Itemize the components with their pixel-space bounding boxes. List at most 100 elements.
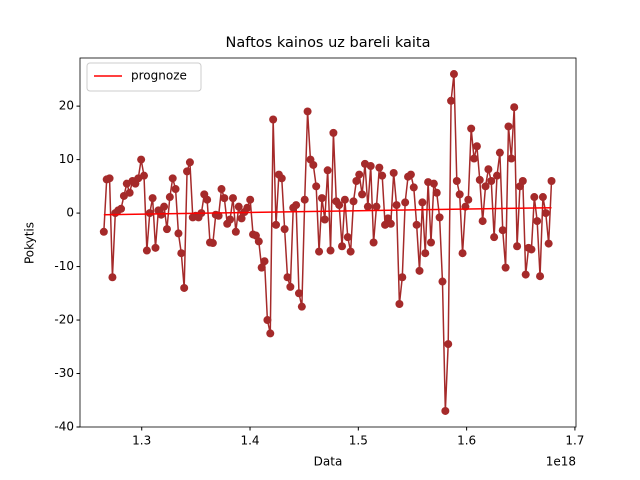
data-point xyxy=(343,233,352,242)
data-point xyxy=(426,238,435,247)
data-point xyxy=(294,289,303,298)
y-tick-label: 10 xyxy=(59,152,74,166)
data-point xyxy=(183,167,192,176)
x-tick-label: 1.5 xyxy=(349,434,368,448)
data-point xyxy=(429,179,438,188)
data-point xyxy=(484,165,493,174)
data-point xyxy=(478,217,487,226)
data-point xyxy=(320,215,329,224)
data-point xyxy=(458,249,467,258)
data-point xyxy=(148,194,157,203)
data-point xyxy=(185,158,194,167)
data-point xyxy=(421,249,430,258)
data-point xyxy=(312,182,321,191)
data-point xyxy=(177,249,186,258)
data-point xyxy=(338,242,347,251)
y-tick-label: -40 xyxy=(54,420,74,434)
data-point xyxy=(475,175,484,184)
data-point xyxy=(481,182,490,191)
data-point xyxy=(530,193,539,202)
legend-label: prognoze xyxy=(131,69,187,83)
data-point xyxy=(180,283,189,292)
x-axis-label: Data xyxy=(314,455,343,469)
data-point xyxy=(346,247,355,256)
data-point xyxy=(254,237,263,246)
data-point xyxy=(444,340,453,349)
data-point xyxy=(470,154,479,163)
data-point xyxy=(432,188,441,197)
data-point xyxy=(292,201,301,210)
data-point xyxy=(510,103,519,112)
data-point xyxy=(309,160,318,169)
data-point xyxy=(280,225,289,234)
data-point xyxy=(269,115,278,124)
x-offset-label: 1e18 xyxy=(546,455,576,469)
data-point xyxy=(521,270,530,279)
data-point xyxy=(389,168,398,177)
data-point xyxy=(492,171,501,180)
data-point xyxy=(452,177,461,185)
data-point xyxy=(490,233,499,242)
data-point xyxy=(214,211,223,220)
data-point xyxy=(108,273,117,282)
data-point xyxy=(467,124,476,133)
data-point xyxy=(220,194,229,203)
data-point xyxy=(438,277,447,286)
data-point xyxy=(145,209,154,218)
x-tick-label: 1.6 xyxy=(457,434,476,448)
data-point xyxy=(447,96,456,105)
data-point xyxy=(395,300,404,308)
data-point xyxy=(340,195,349,204)
data-point xyxy=(237,214,246,223)
data-point xyxy=(398,273,407,282)
data-point xyxy=(168,174,177,183)
data-point xyxy=(208,239,217,248)
data-point xyxy=(226,215,235,224)
data-point xyxy=(257,263,266,272)
data-point xyxy=(533,217,542,226)
y-axis-label: Pokytis xyxy=(23,222,37,264)
x-tick-label: 1.3 xyxy=(132,434,151,448)
data-point xyxy=(283,273,292,282)
data-point xyxy=(372,202,381,211)
y-tick-label: -20 xyxy=(54,313,74,327)
data-point xyxy=(99,227,108,236)
data-point xyxy=(472,142,481,151)
plot-frame xyxy=(79,57,577,428)
data-point xyxy=(315,247,324,256)
data-point xyxy=(541,209,550,218)
data-point xyxy=(323,166,332,175)
data-point xyxy=(392,201,401,210)
data-point xyxy=(171,185,180,194)
data-point xyxy=(286,282,295,291)
data-point xyxy=(272,220,281,229)
data-point xyxy=(498,226,507,235)
data-point xyxy=(406,170,415,179)
data-point xyxy=(234,202,243,211)
data-point xyxy=(142,246,151,255)
data-point xyxy=(157,210,166,219)
data-point xyxy=(297,302,306,311)
data-point xyxy=(317,194,326,203)
data-point xyxy=(501,263,510,272)
data-point xyxy=(137,155,146,164)
data-point xyxy=(487,177,496,185)
data-point xyxy=(441,406,450,415)
data-point xyxy=(358,190,367,199)
data-point xyxy=(303,107,312,116)
data-point xyxy=(117,204,126,213)
data-point xyxy=(174,229,183,238)
data-point xyxy=(464,195,473,204)
data-point xyxy=(266,329,275,338)
data-point xyxy=(375,163,384,172)
chart-title: Naftos kainos uz bareli kaita xyxy=(226,35,431,51)
data-point xyxy=(105,174,114,183)
data-point xyxy=(363,202,372,211)
data-point xyxy=(162,225,171,234)
data-point xyxy=(449,70,458,79)
data-point xyxy=(160,202,169,211)
data-point xyxy=(538,193,547,202)
data-point xyxy=(228,194,237,203)
data-point xyxy=(518,177,527,185)
x-tick-label: 1.7 xyxy=(565,434,584,448)
